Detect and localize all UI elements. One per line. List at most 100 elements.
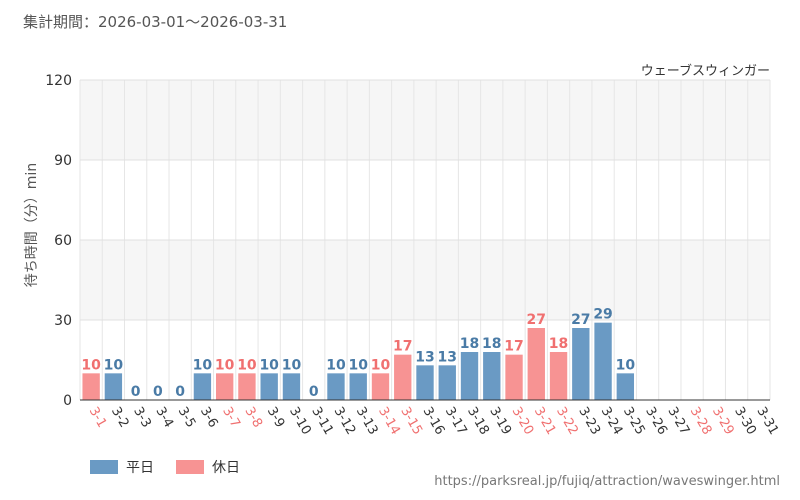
bar-3-13 [349,373,367,400]
period-label: 集計期間：2026-03-01～2026-03-31 [23,13,288,31]
x-tick-label-3-21: 3-21 [531,405,559,438]
bar-3-23 [572,328,590,400]
bar-label-3-12: 10 [326,357,346,373]
x-tick-label-3-7: 3-7 [219,405,243,431]
bar-3-10 [282,373,301,400]
x-tick-label-3-30: 3-30 [731,405,759,438]
bar-3-19 [483,352,501,400]
legend: 平日 休日 [90,457,262,477]
bar-label-3-5: 0 [175,384,185,400]
x-tick-label-3-29: 3-29 [709,405,737,438]
bar-label-3-19: 18 [482,336,501,352]
bar-label-3-21: 27 [527,312,546,328]
bar-label-3-4: 0 [153,384,163,400]
bar-label-3-10: 10 [282,357,302,373]
source-url: https://parksreal.jp/fujiq/attraction/wa… [434,474,780,489]
x-tick-label-3-12: 3-12 [331,405,359,438]
bar-3-6 [193,373,212,400]
y-axis-label: 待ち時間（分）min [24,163,40,287]
bar-label-3-24: 29 [593,307,612,323]
bar-3-15 [394,354,412,400]
bar-label-3-16: 13 [415,349,434,365]
y-tick-label: 30 [54,313,72,329]
bar-3-25 [616,373,635,400]
x-tick-label-3-10: 3-10 [286,405,314,438]
legend-item-holiday: 休日 [176,457,240,477]
bar-label-3-8: 10 [237,357,257,373]
bar-label-3-7: 10 [215,357,235,373]
x-tick-label-3-16: 3-16 [420,405,448,438]
x-tick-label-3-26: 3-26 [642,405,670,438]
x-tick-label-3-22: 3-22 [553,405,581,438]
y-tick-label: 0 [63,393,72,409]
grid-lines [79,79,771,401]
x-tick-label-3-8: 3-8 [241,405,265,431]
x-tick-labels: 3-13-23-33-43-53-63-73-83-93-103-113-123… [86,405,781,438]
x-tick-label-3-25: 3-25 [620,405,648,438]
bar-3-18 [460,352,479,400]
bar-3-12 [327,373,345,400]
bar-3-8 [238,373,256,400]
bar-label-3-18: 18 [460,336,479,352]
y-tick-labels: 0 30 60 90 120 [45,73,72,409]
x-tick-label-3-14: 3-14 [375,405,403,438]
plot-band [80,80,770,160]
legend-swatch-weekday [90,460,118,474]
bar-label-3-9: 10 [259,357,279,373]
bar-3-16 [416,365,434,400]
bar-3-17 [438,365,456,400]
legend-item-weekday: 平日 [90,457,154,477]
bar-label-3-6: 10 [193,357,213,373]
legend-label-weekday: 平日 [126,460,154,476]
x-tick-label-3-6: 3-6 [197,405,221,431]
plot-band [80,160,770,240]
plot-bands [80,80,770,400]
x-tick-label-3-27: 3-27 [664,405,692,438]
x-tick-label-3-17: 3-17 [442,405,470,438]
x-tick-label-3-28: 3-28 [687,405,715,438]
x-tick-label-3-24: 3-24 [598,405,626,438]
bar-label-3-3: 0 [131,384,141,400]
y-tick-label: 90 [54,153,72,169]
x-tick-label-3-1: 3-1 [86,405,110,431]
legend-swatch-holiday [176,460,204,474]
x-tick-label-3-9: 3-9 [264,405,288,431]
bar-label-3-17: 13 [438,349,457,365]
x-tick-label-3-31: 3-31 [753,405,781,438]
bar-3-20 [505,354,523,400]
x-tick-label-3-20: 3-20 [509,405,537,438]
plot-band [80,240,770,320]
x-tick-label-3-3: 3-3 [130,405,154,431]
bar-label-3-11: 0 [309,384,319,400]
bar-3-22 [549,352,568,400]
bars [82,322,635,400]
bar-3-7 [215,373,234,400]
legend-label-holiday: 休日 [212,460,240,476]
bar-3-24 [594,322,612,400]
bar-3-21 [527,328,545,400]
x-tick-label-3-23: 3-23 [575,405,603,438]
y-tick-label: 60 [54,233,72,249]
y-tick-label: 120 [45,73,72,89]
bar-label-3-15: 17 [393,339,412,355]
chart-title: ウェーブスウィンガー [641,63,770,79]
x-tick-label-3-5: 3-5 [175,405,199,431]
bar-label-3-1: 10 [81,357,101,373]
x-tick-label-3-2: 3-2 [108,405,132,431]
bar-3-2 [104,373,123,400]
x-tick-label-3-4: 3-4 [152,405,176,431]
x-tick-label-3-11: 3-11 [308,405,336,438]
x-tick-label-3-18: 3-18 [464,405,492,438]
bar-label-3-14: 10 [371,357,391,373]
bar-label-3-23: 27 [571,312,590,328]
bar-3-9 [260,373,278,400]
bar-label-3-22: 18 [549,336,568,352]
bar-3-14 [371,373,390,400]
bar-label-3-20: 17 [504,339,523,355]
x-tick-label-3-19: 3-19 [486,405,514,438]
bar-label-3-25: 10 [616,357,636,373]
bar-3-1 [82,373,100,400]
x-tick-label-3-13: 3-13 [353,405,381,438]
